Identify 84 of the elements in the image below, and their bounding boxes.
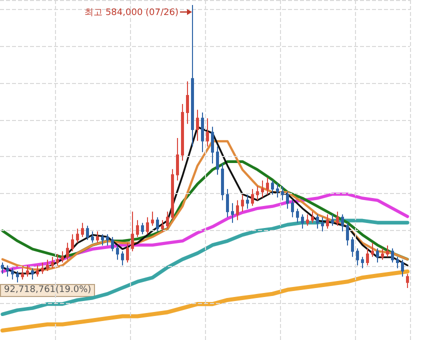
candlestick bbox=[131, 211, 134, 252]
candlestick bbox=[191, 4, 194, 147]
candlestick bbox=[51, 256, 54, 269]
candlestick bbox=[311, 211, 314, 224]
candlestick bbox=[306, 214, 309, 226]
candlestick bbox=[11, 268, 14, 280]
candlestick bbox=[166, 211, 169, 230]
candlestick bbox=[341, 214, 344, 232]
candlestick bbox=[56, 254, 59, 266]
candlestick bbox=[36, 264, 39, 278]
candlestick bbox=[256, 186, 259, 201]
candlestick bbox=[286, 191, 289, 210]
candlestick bbox=[181, 104, 184, 162]
candlestick bbox=[216, 146, 219, 176]
candlestick bbox=[86, 225, 89, 240]
candlestick bbox=[106, 234, 109, 246]
candlestick bbox=[206, 118, 209, 147]
candlestick bbox=[336, 211, 339, 226]
label-box: 92,718,761(19.0%) bbox=[0, 284, 96, 296]
candlestick bbox=[196, 109, 199, 142]
candlestick bbox=[121, 250, 124, 266]
candlestick bbox=[71, 234, 74, 252]
candlestick bbox=[231, 202, 234, 224]
candlestick bbox=[381, 248, 384, 260]
candlestick bbox=[76, 228, 79, 244]
candlestick bbox=[61, 250, 64, 264]
candlestick bbox=[226, 188, 229, 218]
candlestick bbox=[296, 208, 299, 224]
candlestick bbox=[1, 262, 4, 274]
candlestick bbox=[321, 216, 324, 232]
candlestick bbox=[31, 268, 34, 280]
candlestick bbox=[266, 177, 269, 196]
candlestick bbox=[201, 112, 204, 153]
candlestick bbox=[406, 273, 409, 288]
candlestick bbox=[236, 200, 239, 221]
annotation: 최고 584,000 (07/26) bbox=[84, 7, 178, 19]
candlestick bbox=[386, 245, 389, 258]
candlestick bbox=[356, 248, 359, 266]
candlestick bbox=[391, 248, 394, 264]
candlestick bbox=[276, 182, 279, 198]
candlestick bbox=[96, 230, 99, 244]
candlestick bbox=[326, 214, 329, 230]
candlestick bbox=[46, 259, 49, 272]
candlestick bbox=[6, 264, 9, 278]
candlestick bbox=[141, 222, 144, 235]
candlestick bbox=[396, 256, 399, 269]
candlestick bbox=[16, 270, 19, 283]
candlestick bbox=[371, 242, 374, 258]
candlestick bbox=[176, 138, 179, 181]
candlestick bbox=[91, 230, 94, 244]
candlestick bbox=[346, 222, 349, 246]
candlestick bbox=[221, 162, 224, 201]
candlestick bbox=[116, 245, 119, 260]
candlestick bbox=[351, 236, 354, 258]
candlestick bbox=[261, 180, 264, 198]
candlestick bbox=[41, 262, 44, 274]
candlestick bbox=[171, 168, 174, 221]
candlestick bbox=[361, 256, 364, 269]
candlestick bbox=[156, 216, 159, 232]
candlestick bbox=[331, 214, 334, 226]
candlestick bbox=[316, 214, 319, 230]
candlestick bbox=[111, 236, 114, 252]
candlestick bbox=[26, 264, 29, 278]
candlestick bbox=[21, 268, 24, 280]
candlestick bbox=[151, 211, 154, 226]
candlestick bbox=[401, 259, 404, 278]
candlestick bbox=[81, 222, 84, 238]
candlestick bbox=[251, 188, 254, 206]
candlestick bbox=[66, 242, 69, 260]
candlestick bbox=[281, 186, 284, 201]
candlestick bbox=[241, 194, 244, 212]
candlestick bbox=[376, 248, 379, 264]
candlestick bbox=[211, 126, 214, 164]
candlestick bbox=[271, 180, 274, 196]
candlestick bbox=[366, 248, 369, 266]
candlestick bbox=[291, 200, 294, 218]
candlestick bbox=[186, 80, 189, 124]
candlestick bbox=[146, 216, 149, 235]
candlestick bbox=[126, 242, 129, 264]
candlestick bbox=[246, 194, 249, 210]
candlestick bbox=[136, 220, 139, 238]
candlestick bbox=[101, 234, 104, 246]
candlestick bbox=[301, 214, 304, 230]
candlestick bbox=[161, 220, 164, 232]
